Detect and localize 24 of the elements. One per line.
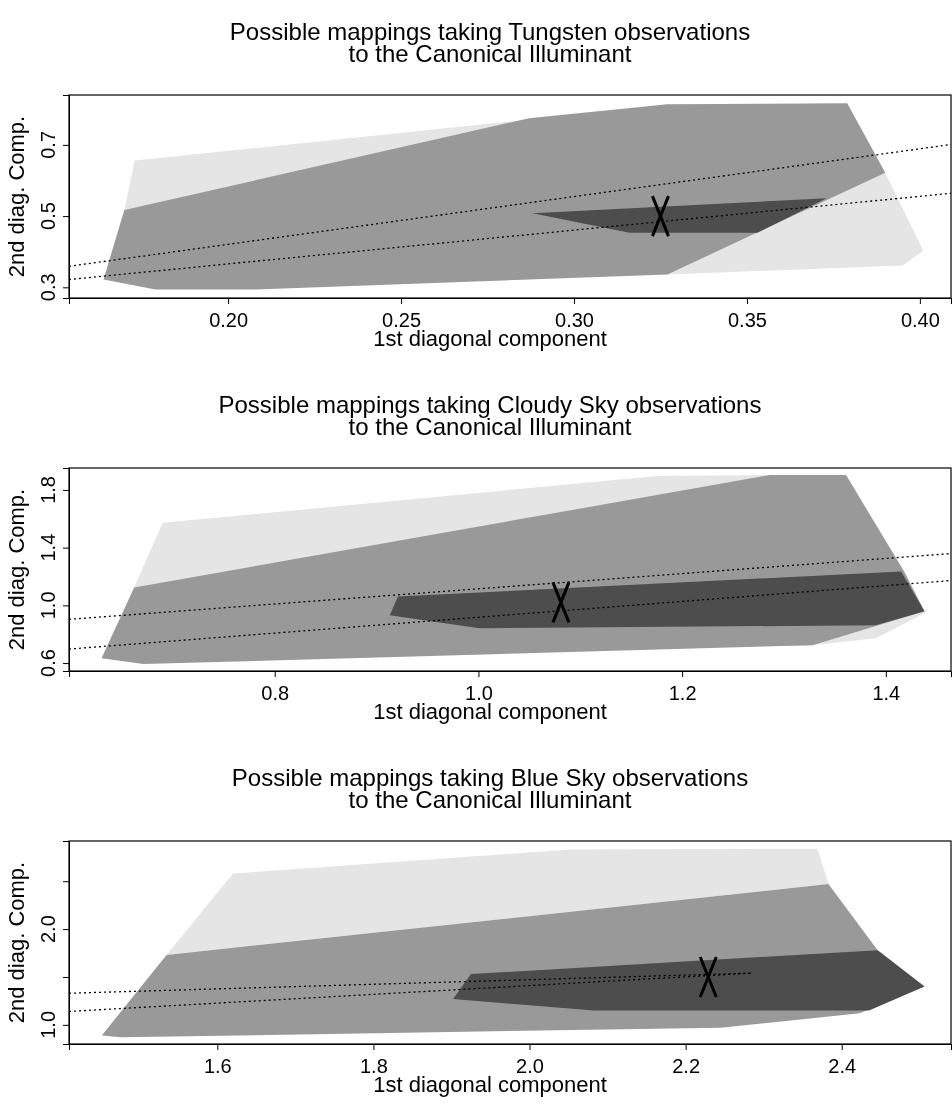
y-tick-label: 0.6 (37, 649, 59, 677)
y-axis-title: 2nd diag. Comp. (4, 861, 29, 1024)
y-tick-label: 0.3 (37, 273, 59, 302)
x-tick-label: 0.35 (727, 309, 767, 331)
y-tick-label: 0.5 (37, 202, 59, 230)
x-tick-label: 1.2 (668, 682, 697, 704)
y-axis-title: 2nd diag. Comp. (4, 115, 29, 278)
y-tick-label: 1.8 (37, 476, 59, 504)
chart-title: Possible mappings taking Tungsten observations to the Canonical Illuminant (229, 18, 751, 67)
y-tick-label: 1.0 (37, 591, 59, 620)
chart-title: Possible mappings taking Blue Sky observations to the Canonical Illuminant (231, 764, 749, 813)
x-tick-label: 0.40 (900, 309, 940, 331)
x-tick-label: 1.4 (872, 682, 901, 704)
y-tick-label: 2.0 (37, 915, 59, 943)
y-axis-title: 2nd diag. Comp. (4, 488, 29, 651)
x-tick-label: 2.4 (828, 1055, 857, 1077)
x-tick-label: 0.8 (261, 682, 290, 704)
y-tick-label: 0.7 (37, 130, 59, 159)
chart-title: Possible mappings taking Cloudy Sky observations to the Canonical Illuminant (218, 391, 762, 440)
y-tick-label: 1.0 (37, 1010, 59, 1039)
x-tick-label: 0.20 (209, 309, 249, 331)
x-tick-label: 1.6 (203, 1055, 232, 1077)
x-tick-label: 2.2 (672, 1055, 701, 1077)
y-tick-label: 1.4 (37, 533, 59, 562)
